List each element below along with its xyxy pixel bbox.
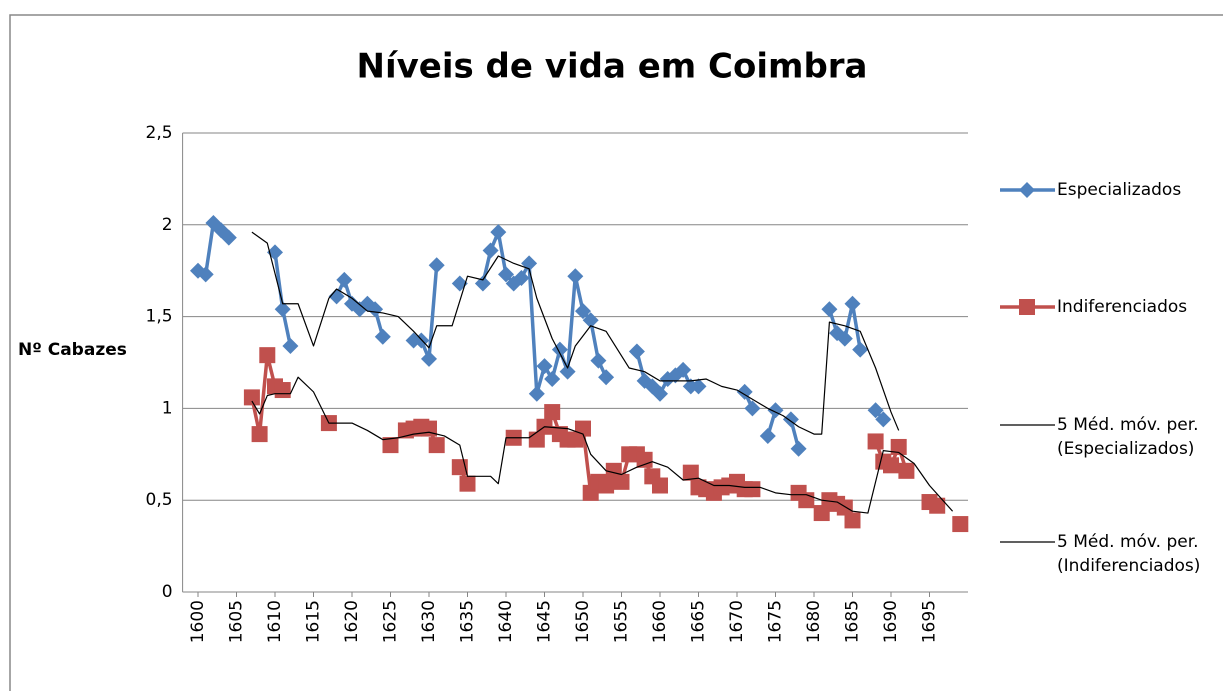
marker — [243, 389, 260, 406]
series-line — [251, 231, 900, 435]
marker — [883, 457, 899, 474]
marker — [428, 437, 445, 454]
legend-label: Especializados — [1057, 180, 1182, 200]
marker — [744, 400, 761, 417]
marker — [220, 229, 237, 246]
marker — [652, 385, 668, 402]
marker — [544, 404, 561, 421]
x-tick-label: 1615 — [304, 600, 324, 643]
marker — [852, 341, 869, 358]
marker — [875, 411, 892, 428]
marker — [898, 462, 915, 479]
legend-marker — [1019, 299, 1035, 315]
marker — [636, 451, 653, 468]
legend-label: 5 Méd. móv. per. (Especializados) — [1057, 415, 1199, 459]
y-tick-label: 1 — [162, 398, 173, 418]
chart-title: Níveis de vida em Coimbra — [357, 47, 868, 87]
marker — [952, 516, 969, 533]
marker — [867, 402, 884, 419]
y-tick-label: 0,5 — [146, 490, 173, 510]
y-tick-label: 1,5 — [146, 307, 173, 327]
marker — [528, 385, 545, 402]
marker — [490, 224, 507, 241]
marker — [690, 378, 707, 395]
marker — [582, 312, 599, 329]
x-tick-label: 1650 — [573, 600, 593, 643]
marker — [428, 257, 445, 274]
x-tick-label: 1645 — [535, 600, 555, 643]
x-tick-label: 1670 — [727, 600, 747, 643]
marker — [844, 295, 861, 312]
marker — [482, 242, 499, 259]
x-tick-label: 1635 — [458, 600, 478, 643]
marker — [613, 473, 630, 490]
marker — [836, 330, 853, 347]
marker — [559, 363, 576, 380]
marker — [929, 497, 946, 514]
x-tick-label: 1625 — [381, 600, 401, 643]
x-tick-label: 1695 — [920, 600, 940, 643]
marker — [890, 438, 907, 455]
legend-marker — [1019, 182, 1035, 198]
marker — [251, 426, 268, 443]
marker — [682, 464, 699, 481]
series-line — [251, 376, 954, 514]
marker — [628, 343, 645, 360]
y-tick-label: 0 — [162, 582, 173, 602]
marker — [513, 270, 530, 287]
chart-border — [9, 14, 1223, 691]
x-tick-label: 1600 — [188, 600, 208, 643]
marker — [421, 350, 437, 367]
marker — [790, 440, 807, 457]
marker — [744, 481, 761, 498]
marker — [544, 371, 561, 388]
marker — [598, 369, 615, 386]
marker — [282, 337, 299, 354]
marker — [367, 301, 384, 318]
x-tick-label: 1685 — [843, 600, 863, 643]
marker — [459, 475, 476, 492]
marker — [813, 505, 830, 522]
x-tick-label: 1610 — [265, 600, 285, 643]
marker — [336, 271, 353, 288]
marker — [844, 512, 861, 529]
marker — [821, 301, 838, 318]
marker — [328, 288, 345, 305]
y-tick-label: 2 — [162, 215, 173, 235]
x-tick-label: 1605 — [227, 600, 247, 643]
marker — [736, 383, 753, 400]
marker — [675, 361, 692, 378]
marker — [274, 382, 291, 399]
x-tick-label: 1665 — [689, 600, 709, 643]
marker — [498, 266, 514, 283]
marker — [759, 427, 776, 444]
y-axis-label: Nº Cabazes — [18, 340, 127, 360]
marker — [590, 352, 607, 369]
x-tick-label: 1660 — [650, 600, 670, 643]
marker — [382, 437, 399, 454]
x-tick-label: 1630 — [419, 600, 439, 643]
marker — [652, 477, 668, 494]
x-tick-label: 1680 — [804, 600, 824, 643]
x-tick-label: 1640 — [496, 600, 516, 643]
marker — [259, 347, 276, 364]
x-tick-label: 1675 — [766, 600, 786, 643]
marker — [536, 358, 553, 375]
x-tick-label: 1620 — [342, 600, 362, 643]
legend-label: Indiferenciados — [1057, 297, 1188, 317]
marker — [867, 433, 884, 450]
marker — [567, 268, 584, 285]
marker — [197, 266, 214, 283]
x-tick-label: 1690 — [881, 600, 901, 643]
marker — [274, 301, 291, 318]
marker — [474, 275, 491, 292]
y-tick-label: 2,5 — [146, 123, 173, 143]
marker — [598, 477, 615, 494]
legend-label: 5 Méd. móv. per. (Indiferenciados) — [1057, 532, 1201, 576]
x-tick-label: 1655 — [612, 600, 632, 643]
marker — [374, 328, 391, 345]
marker — [575, 303, 591, 320]
